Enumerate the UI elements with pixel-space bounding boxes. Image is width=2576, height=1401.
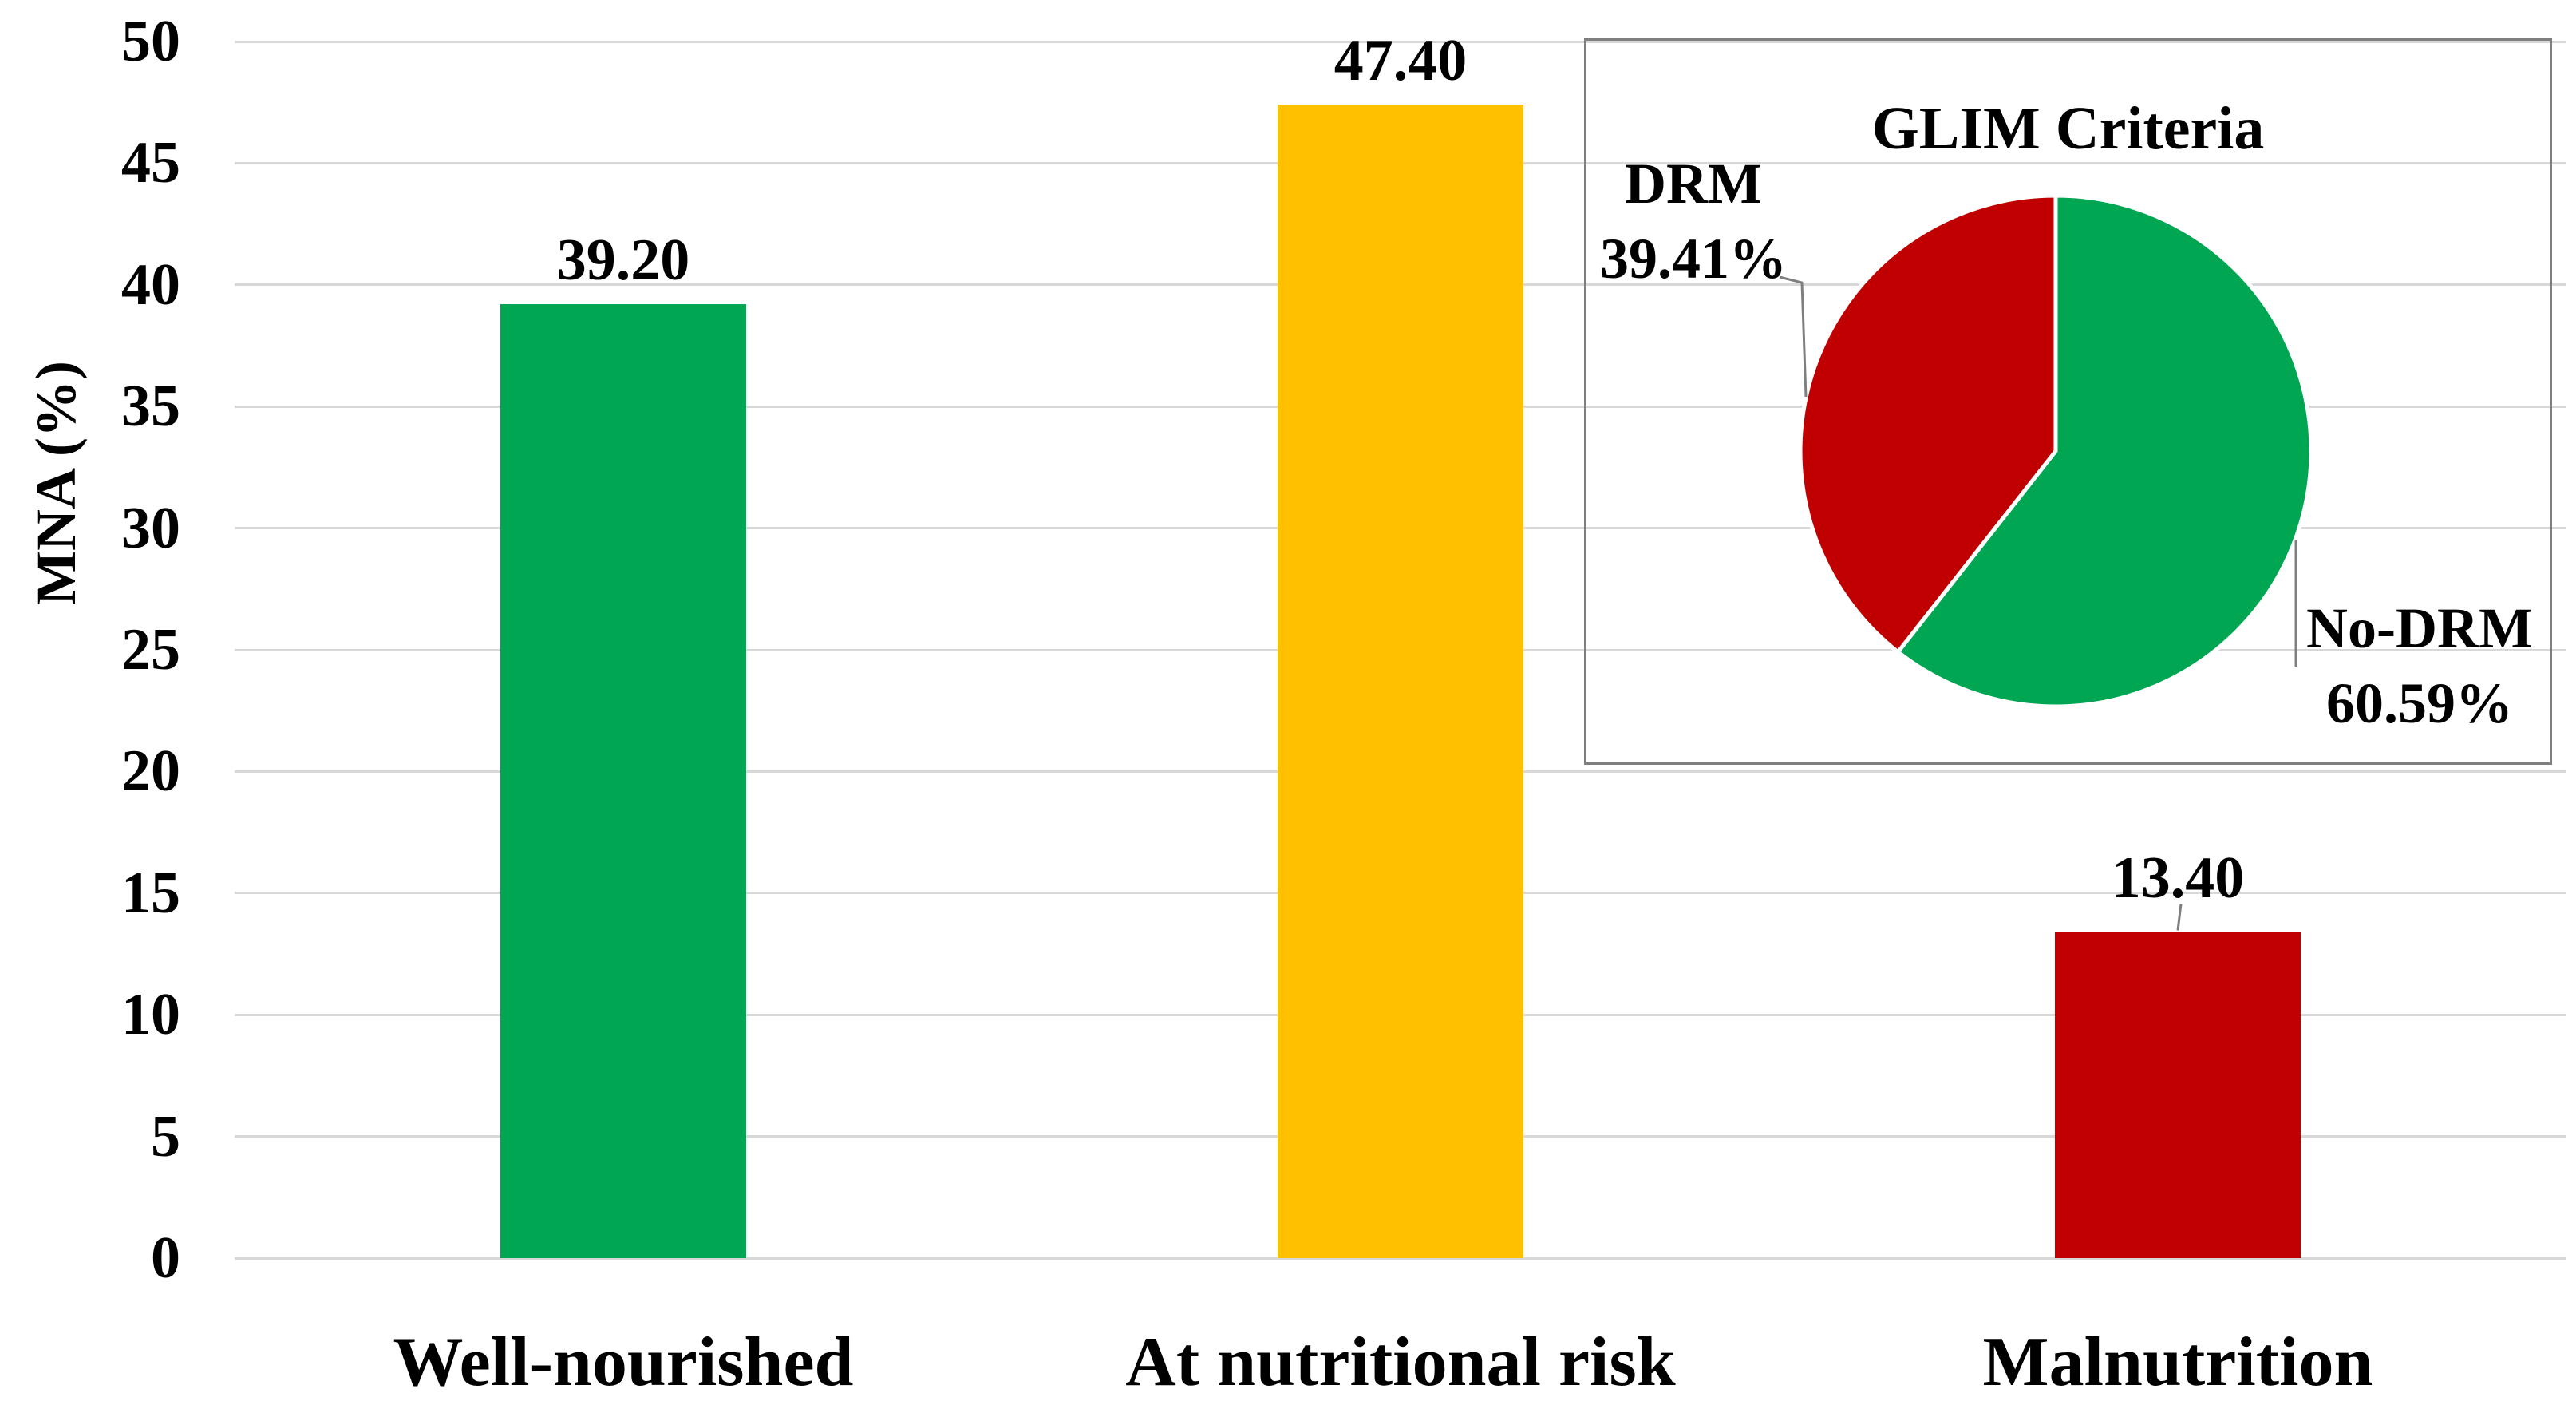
pie-slice-drm	[1798, 193, 2058, 655]
gridline	[235, 40, 2566, 43]
pie-label-no-drm: No-DRM 60.59%	[2252, 591, 2576, 741]
gridline	[235, 1257, 2566, 1260]
bar-well-nourished	[500, 304, 746, 1258]
pie-label-no-drm-percent: 60.59%	[2326, 671, 2513, 735]
bar-at-nutritional-risk	[1278, 105, 1523, 1258]
y-tick-label: 0	[151, 1225, 180, 1291]
pie-slice-no-drm	[1895, 193, 2313, 709]
y-tick-label: 5	[151, 1103, 180, 1169]
y-tick-label: 30	[121, 495, 180, 561]
category-label-malnutrition: Malnutrition	[1982, 1324, 2373, 1401]
bar-value-label: 47.40	[1333, 28, 1468, 94]
category-label-well-nourished: Well-nourished	[393, 1324, 854, 1401]
pie-label-no-drm-name: No-DRM	[2306, 596, 2533, 660]
pie-title: GLIM Criteria	[1871, 95, 2265, 162]
pie-label-drm: DRM 39.41%	[1494, 146, 1893, 296]
pie-inset-panel	[1584, 38, 2552, 765]
bar-malnutrition	[2055, 932, 2301, 1258]
y-tick-label: 15	[121, 860, 180, 926]
y-tick-label: 20	[121, 738, 180, 805]
y-tick-label: 35	[121, 374, 180, 440]
y-tick-label: 40	[121, 251, 180, 318]
bar-value-label: 13.40	[2111, 845, 2245, 911]
bar-value-label: 39.20	[556, 228, 690, 294]
y-tick-label: 25	[121, 617, 180, 683]
y-tick-label: 50	[121, 9, 180, 74]
pie-label-drm-percent: 39.41%	[1600, 227, 1787, 291]
y-tick-label: 45	[121, 130, 180, 196]
category-label-at-nutritional-risk: At nutritional risk	[1125, 1324, 1676, 1401]
pie-label-drm-name: DRM	[1625, 152, 1762, 216]
y-tick-label: 10	[121, 982, 180, 1048]
pie-chart	[1798, 193, 2313, 709]
